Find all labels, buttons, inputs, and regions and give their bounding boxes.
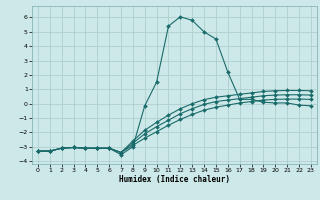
X-axis label: Humidex (Indice chaleur): Humidex (Indice chaleur) (119, 175, 230, 184)
